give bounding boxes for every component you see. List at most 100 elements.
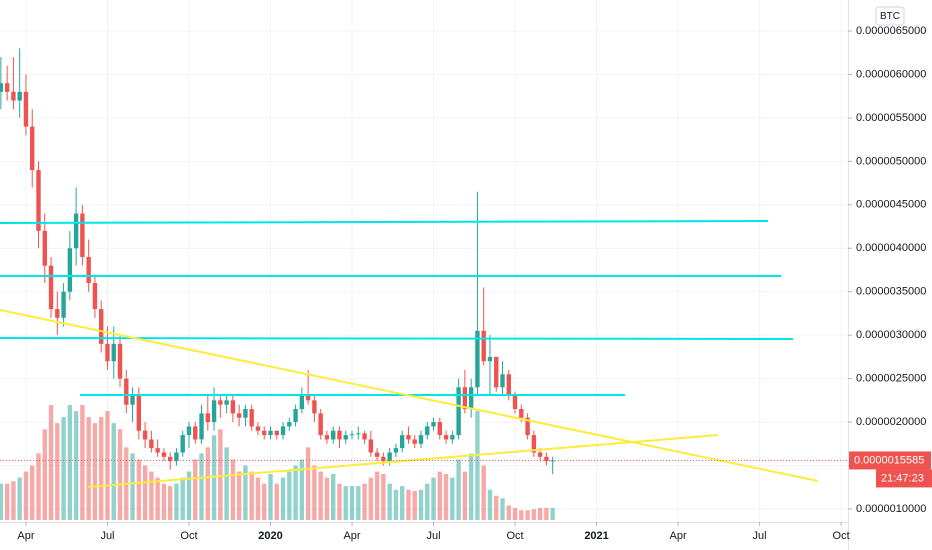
candle-body [418, 435, 424, 444]
candle-body [362, 433, 367, 440]
volume-bar [130, 453, 135, 520]
volume-bar [362, 483, 367, 520]
candle-body [349, 434, 355, 436]
candle-body [368, 439, 374, 453]
candle-body [337, 430, 342, 440]
cyan-level [0, 220, 769, 224]
volume-bar [274, 483, 279, 520]
volume-bar [462, 471, 468, 520]
candle-body [124, 378, 129, 405]
candle-body [211, 400, 217, 423]
candle-body [443, 435, 449, 440]
candle-body [142, 430, 148, 440]
volume-bar [30, 465, 35, 520]
candle-body [36, 170, 41, 231]
candle-body [224, 400, 229, 405]
candle-layer [0, 48, 555, 475]
volume-bar [487, 489, 493, 520]
volume-bar [11, 481, 16, 520]
x-tick-label: Apr [343, 530, 360, 542]
volume-bar [73, 411, 79, 520]
volume-bar [236, 471, 242, 520]
x-tick-label: Oct [506, 530, 523, 542]
countdown-label: 21:47:23 [881, 472, 924, 484]
volume-bar [494, 495, 499, 520]
last-price-box [849, 451, 931, 470]
candle-body [61, 291, 66, 318]
candle-body [105, 343, 110, 362]
candle-body [48, 265, 54, 310]
volume-bar [86, 417, 91, 520]
volume-bar [406, 489, 411, 520]
candle-body [287, 422, 292, 427]
volume-bar [262, 483, 267, 520]
candle-body [0, 83, 4, 92]
volume-bar [218, 429, 223, 520]
volume-bar [67, 405, 73, 520]
volume-bar [550, 507, 555, 520]
candle-body [255, 426, 261, 431]
last-price-label: 0.0000015585 [854, 454, 924, 466]
candle-body [180, 435, 185, 453]
volume-bar [167, 486, 173, 520]
x-tick-label: Oct [833, 530, 850, 542]
volume-bar [99, 417, 104, 520]
candle-body [299, 395, 305, 410]
yellow-trendline [0, 309, 819, 482]
candle-body [381, 456, 386, 462]
volume-bar [544, 507, 549, 520]
volume-bar [512, 507, 518, 520]
candle-body [262, 430, 267, 436]
volume-bar [149, 471, 154, 520]
candle-body [243, 409, 248, 418]
candle-body [268, 430, 273, 436]
volume-bar [280, 477, 286, 520]
candle-body [111, 343, 116, 362]
candle-body [193, 426, 198, 440]
candle-body [456, 387, 461, 436]
y-tick-label: 0.0000035000 [856, 286, 926, 298]
candle-body [431, 422, 436, 427]
volume-bar [343, 486, 348, 520]
candle-body [186, 426, 192, 436]
volume-bar [48, 405, 54, 520]
volume-bar [111, 423, 116, 520]
volume-bar [142, 465, 148, 520]
volume-bar [299, 459, 305, 520]
candle-body [249, 409, 254, 427]
y-tick-label: 0.0000050000 [856, 155, 926, 167]
currency-box[interactable] [875, 6, 905, 26]
volume-bar [0, 483, 4, 520]
candle-body [4, 83, 10, 92]
candle-body [374, 452, 380, 457]
x-tick-label: 2020 [258, 530, 282, 542]
candle-body [425, 426, 430, 436]
candle-body [519, 409, 524, 418]
candle-body [475, 330, 480, 388]
x-tick-label: 2021 [584, 530, 608, 542]
volume-bar [368, 477, 374, 520]
volume-bar [481, 465, 486, 520]
candle-body [356, 433, 361, 435]
candle-body [30, 126, 35, 171]
volume-layer [0, 405, 555, 520]
candle-body [42, 230, 47, 266]
candle-body [230, 400, 236, 414]
volume-bar [55, 423, 60, 520]
y-tick-label: 0.0000030000 [856, 329, 926, 341]
candle-body [149, 439, 154, 449]
volume-bar [255, 477, 261, 520]
candle-body [387, 452, 392, 462]
volume-bar [356, 486, 361, 520]
candle-body [450, 435, 455, 440]
candle-body [280, 426, 286, 436]
volume-bar [205, 447, 210, 520]
volume-bar [431, 477, 436, 520]
volume-bar [199, 453, 204, 520]
candle-body [117, 343, 123, 379]
y-tick-label: 0.0000025000 [856, 373, 926, 385]
volume-bar [506, 505, 511, 520]
volume-bar [174, 483, 179, 520]
candle-body [86, 256, 91, 284]
